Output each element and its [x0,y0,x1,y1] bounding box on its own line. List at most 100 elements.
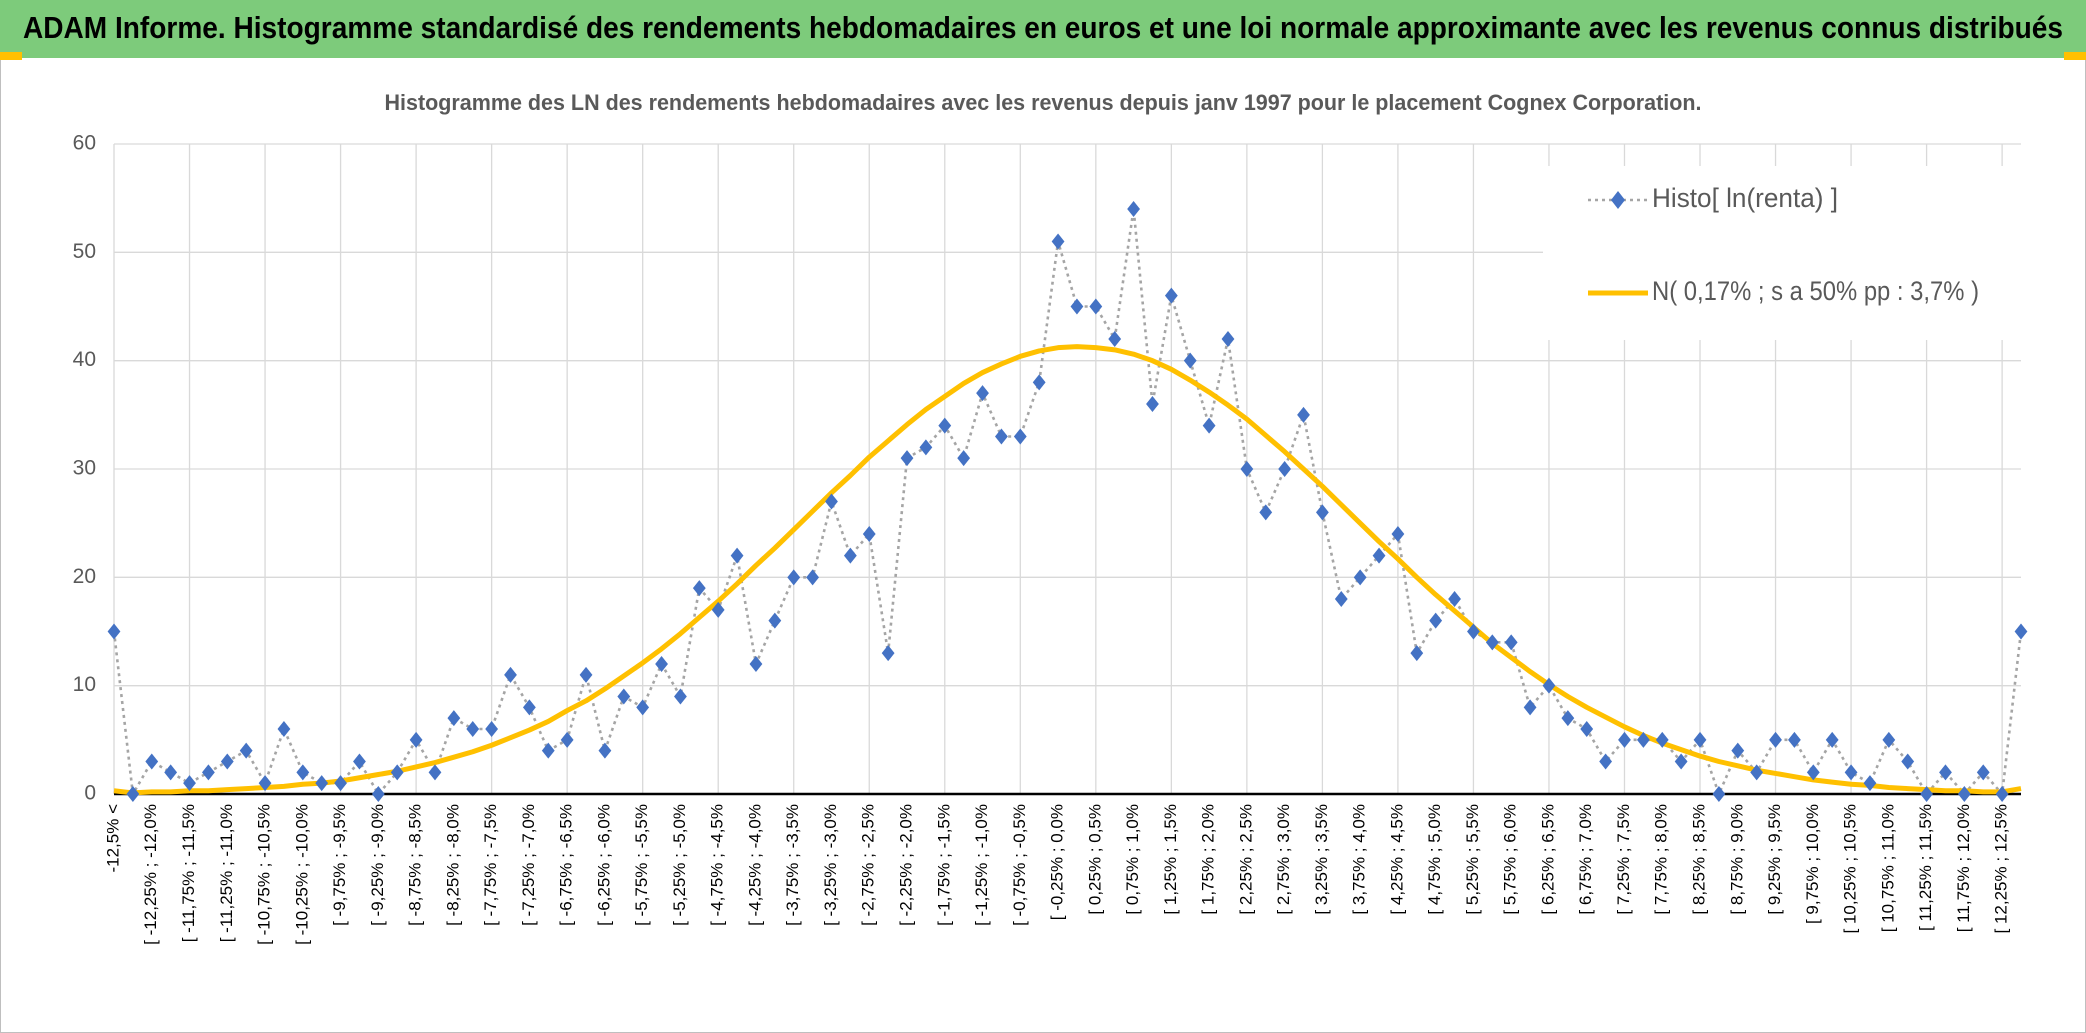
x-tick-label: [ -10,25% ; -10,0% [292,804,311,945]
diamond-marker [1070,298,1084,315]
x-tick-label: [ 7,75% ; 8,0% [1652,804,1671,915]
diamond-marker [919,439,933,456]
diamond-marker [1542,677,1556,694]
diamond-marker [862,526,876,542]
diamond-marker [1693,731,1707,748]
diamond-marker [976,385,989,402]
diamond-marker [881,645,895,662]
diamond-marker [938,417,952,434]
diamond-marker [1863,775,1877,792]
diamond-marker [711,601,725,618]
diamond-marker [522,699,536,716]
x-tick-label: [ 9,75% ; 10,0% [1803,804,1822,924]
x-tick-label: [ 0,25% ; 0,5% [1085,804,1104,915]
diamond-marker [1769,731,1782,748]
diamond-marker [1051,233,1065,250]
chart-title: Histogramme des LN des rendements hebdom… [385,90,1702,115]
diamond-marker [1202,417,1216,434]
diamond-marker [749,656,763,672]
y-tick-label: 40 [73,348,96,371]
plot [107,201,2028,802]
diamond-marker [1240,461,1254,477]
x-tick-label: [ 0,75% ; 1,0% [1123,804,1142,915]
diamond-marker [1674,753,1688,770]
diamond-marker [1995,786,2009,802]
diamond-marker [202,764,215,781]
x-tick-label: [ 9,25% ; 9,5% [1765,804,1784,915]
diamond-marker [1353,569,1367,586]
diamond-marker [126,786,140,802]
diamond-marker [1599,753,1613,770]
legend-label: N( 0,17% ; s a 50% pp : 3,7% ) [1652,276,1979,306]
x-tick-label: [ -7,75% ; -7,5% [481,804,500,926]
x-tick-label: [ -5,25% ; -5,0% [670,804,689,926]
diamond-marker [371,786,385,802]
diamond-marker [296,764,310,781]
diamond-marker [1504,634,1518,651]
x-tick-label: [ -0,25% ; 0,0% [1048,804,1067,920]
corner-right [2064,52,2086,60]
diamond-marker [258,775,272,792]
diamond-marker [220,753,234,770]
x-tick-label: [ 11,75% ; 12,0% [1954,804,1973,932]
x-tick-label: [ -11,75% ; -11,5% [179,804,198,942]
diamond-marker [617,688,631,705]
diamond-marker [1636,731,1650,748]
header-banner [0,0,2086,58]
x-tick-label: [ -10,75% ; -10,5% [255,804,274,945]
diamond-marker [1164,287,1178,304]
diamond-marker [1372,547,1386,564]
diamond-marker [1618,731,1631,748]
x-tick-label: [ -9,75% ; -9,5% [330,804,349,926]
diamond-marker [1655,731,1669,748]
x-tick-label: [ -4,25% ; -4,0% [745,804,764,926]
diamond-marker [1939,764,1952,781]
diamond-marker [315,775,329,792]
diamond-marker [768,612,782,629]
diamond-marker [541,742,555,759]
legend-box [1543,166,2021,340]
diamond-marker [957,450,971,467]
diamond-marker [1957,786,1971,802]
diamond-marker [1089,298,1103,315]
diamond-marker [636,699,650,716]
x-tick-label: [ -8,25% ; -8,0% [443,804,462,926]
diamond-marker [900,450,914,467]
x-axis: -12,5% < [ -12,25% ; -12,0% [ -11,75% ; -1… [103,804,2010,945]
diamond-marker [1731,742,1745,759]
x-tick-label: -12,5% < [103,804,122,873]
x-tick-label: [ 7,25% ; 7,5% [1614,804,1633,915]
x-tick-label: [ 4,25% ; 4,5% [1387,804,1406,915]
x-tick-label: [ 11,25% ; 11,5% [1916,804,1935,931]
y-tick-label: 20 [73,565,96,588]
diamond-marker [598,742,612,759]
diamond-marker [504,666,517,683]
series-line-dotted [112,207,2023,796]
diamond-marker [1976,764,1990,781]
x-tick-label: [ -2,25% ; -2,0% [896,804,915,926]
diamond-marker [1467,623,1480,640]
diamond-marker [428,764,442,781]
x-tick-label: [ -3,25% ; -3,0% [821,804,840,926]
x-tick-label: [ 8,75% ; 9,0% [1727,804,1746,915]
diamond-marker [1127,201,1140,217]
x-tick-label: [ 1,25% ; 1,5% [1161,804,1180,915]
diamond-marker [1750,764,1764,781]
diamond-marker [579,666,593,683]
diamond-marker [183,775,196,792]
diamond-marker [560,731,574,748]
x-tick-label: [ -4,75% ; -4,5% [708,804,727,926]
diamond-marker [390,764,404,781]
diamond-marker [1429,612,1443,629]
diamond-marker [145,753,159,770]
diamond-marker [409,731,423,748]
x-tick-label: [ -12,25% ; -12,0% [141,804,160,945]
diamond-marker [787,569,801,586]
x-tick-label: [ -1,75% ; -1,5% [934,804,953,926]
x-tick-label: [ 4,75% ; 5,0% [1425,804,1444,915]
diamond-marker [1410,645,1424,662]
diamond-marker [1580,721,1594,737]
y-tick-label: 0 [84,782,96,805]
diamond-marker [1315,504,1329,521]
